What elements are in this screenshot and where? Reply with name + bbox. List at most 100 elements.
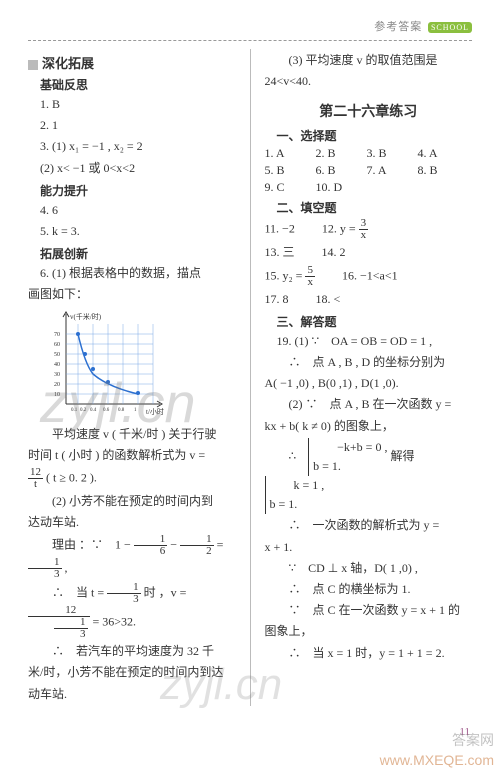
eq: = [217, 538, 224, 552]
svg-text:v(千米/时): v(千米/时) [70, 312, 102, 321]
f18: 18. < [316, 292, 341, 306]
mc-item: 1. A [265, 146, 313, 161]
q19i: ∴ 点 C 的横坐标为 1. [265, 580, 473, 599]
p4b: 米/时，小芳不能在预定的时间内到达 [28, 663, 236, 682]
ans-4: 4. 6 [28, 201, 236, 220]
q6-line2: 画图如下： [28, 285, 236, 304]
frac: 3 [107, 594, 141, 605]
ans-1: 1. B [28, 95, 236, 114]
p3-line: ∴ 当 t = 13 时 ，v = 1213 = 36>32. [28, 582, 236, 640]
mc-item: 4. A [418, 146, 466, 161]
svg-text:20: 20 [54, 382, 60, 388]
header-badge: SCHOOL [428, 22, 472, 33]
svg-text:0.2: 0.2 [80, 408, 87, 413]
mc-item: 10. D [316, 180, 364, 195]
f17: 17. 8 [265, 292, 289, 306]
frac: 3 [28, 569, 62, 580]
ans-5: 5. k = 3. [28, 222, 236, 241]
compound-d: 13 [28, 617, 90, 640]
frac-d: t [28, 479, 43, 490]
ans-3b: (2) x< −1 或 0<x<2 [28, 159, 236, 178]
f13: 13. 三 [265, 245, 295, 259]
sect-answer: 三、解答题 [265, 313, 473, 330]
comma: , [65, 561, 68, 575]
mc-item: 6. B [316, 163, 364, 178]
sub-basic: 基础反思 [28, 76, 236, 93]
p1a: 平均速度 v ( 千米/时 ) 关于行驶 [28, 425, 236, 444]
sect-choice: 一、选择题 [265, 127, 473, 144]
q19a: 19. (1) ∵ OA = OB = OD = 1 , [265, 332, 473, 351]
q19f: ∴ 一次函数的解析式为 y = [265, 516, 473, 535]
f16: 16. −1<a<1 [342, 268, 398, 282]
fill-13-14: 13. 三 14. 2 [265, 243, 473, 262]
fill-17-18: 17. 8 18. < [265, 290, 473, 309]
reason-prefix: 理由 ：∵ 1 − [52, 538, 131, 552]
right-column: (3) 平均速度 v 的取值范围是 24<v<40. 第二十六章练习 一、选择题… [265, 49, 473, 706]
q6-line1: 6. (1) 根据表格中的数据，描点 [28, 264, 236, 283]
svg-text:10: 10 [54, 392, 60, 398]
brace-right: k = 1 , b = 1. [265, 476, 325, 514]
sub-expand: 拓展创新 [28, 245, 236, 262]
mc-item: 5. B [265, 163, 313, 178]
chapter-title: 第二十六章练习 [265, 101, 473, 121]
p1b: 时间 t ( 小时 ) 的函数解析式为 v = [28, 446, 236, 465]
dash: − [170, 538, 180, 552]
q19k: 图象上， [265, 622, 473, 641]
left-column: 深化拓展 基础反思 1. B 2. 1 3. (1) x₁ = −1 , x₂ … [28, 49, 236, 706]
reason-line: 理由 ：∵ 1 − 16 − 12 = 13 , [28, 534, 236, 580]
header-divider [28, 40, 472, 41]
svg-text:0.8: 0.8 [118, 408, 125, 413]
q19d: (2) ∵ 点 A , B 在一次函数 y = [265, 395, 473, 414]
fill-15-16: 15. y₂ = 5x 16. −1<a<1 [265, 265, 473, 288]
sys-by: 解得 [390, 449, 414, 463]
system-eq: ∴ −k+b = 0 , b = 1. 解得 k = 1 , b = 1. [265, 438, 473, 515]
svg-text:40: 40 [54, 362, 60, 368]
p3a3: = 36>32. [93, 615, 137, 629]
frac: 2 [180, 546, 214, 557]
sys-r2: b = 1. [270, 497, 298, 511]
frac: 3 [54, 629, 88, 640]
q19j: ∵ 点 C 在一次函数 y = x + 1 的 [265, 601, 473, 620]
mc-item: 3. B [367, 146, 415, 161]
r-p0b: 24<v<40. [265, 72, 473, 91]
svg-text:60: 60 [54, 342, 60, 348]
sub-ability: 能力提升 [28, 182, 236, 199]
f11: 11. −2 [265, 222, 295, 236]
f14: 14. 2 [322, 245, 346, 259]
left-title: 深化拓展 [28, 53, 236, 72]
frac: 6 [134, 546, 168, 557]
brace-left: −k+b = 0 , b = 1. [308, 438, 387, 476]
sect-fill: 二、填空题 [265, 199, 473, 216]
mc-item: 9. C [265, 180, 313, 195]
p3a2: 时 ，v = [144, 586, 187, 600]
mc-row-3: 9. C 10. D [265, 180, 473, 195]
svg-text:t/小时: t/小时 [146, 407, 164, 416]
p2b: 达动车站. [28, 513, 236, 532]
svg-text:0.6: 0.6 [103, 408, 110, 413]
mc-item: 2. B [316, 146, 364, 161]
square-bullet-icon [28, 60, 38, 70]
f12a: 12. y = [322, 222, 359, 236]
p1c-tail: ( t ≥ 0. 2 ). [46, 470, 97, 484]
sys-l1: −k+b = 0 , [337, 440, 387, 454]
mc-row-1: 1. A 2. B 3. B 4. A [265, 146, 473, 161]
svg-text:50: 50 [54, 352, 60, 358]
svg-text:30: 30 [54, 372, 60, 378]
mc-row-2: 5. B 6. B 7. A 8. B [265, 163, 473, 178]
sys-l2: b = 1. [313, 459, 341, 473]
q19e: kx + b( k ≠ 0) 的图象上， [265, 417, 473, 436]
left-title-text: 深化拓展 [42, 56, 94, 71]
p4c: 动车站. [28, 685, 236, 704]
bottom-watermark-label: 答案网 [452, 730, 494, 750]
mc-item: 8. B [418, 163, 466, 178]
q19g: x + 1. [265, 538, 473, 557]
header-right-label: 参考答案 [374, 21, 422, 33]
header-bar: 参考答案 SCHOOL [28, 18, 472, 34]
frac: x [359, 230, 369, 241]
frac: 5 [305, 265, 315, 277]
bottom-watermark-url: www.MXEQE.com [380, 752, 494, 768]
r-p0a: (3) 平均速度 v 的取值范围是 [265, 51, 473, 70]
column-divider [250, 49, 251, 706]
p3a: ∴ 当 t = [52, 586, 107, 600]
frac: x [305, 277, 315, 288]
